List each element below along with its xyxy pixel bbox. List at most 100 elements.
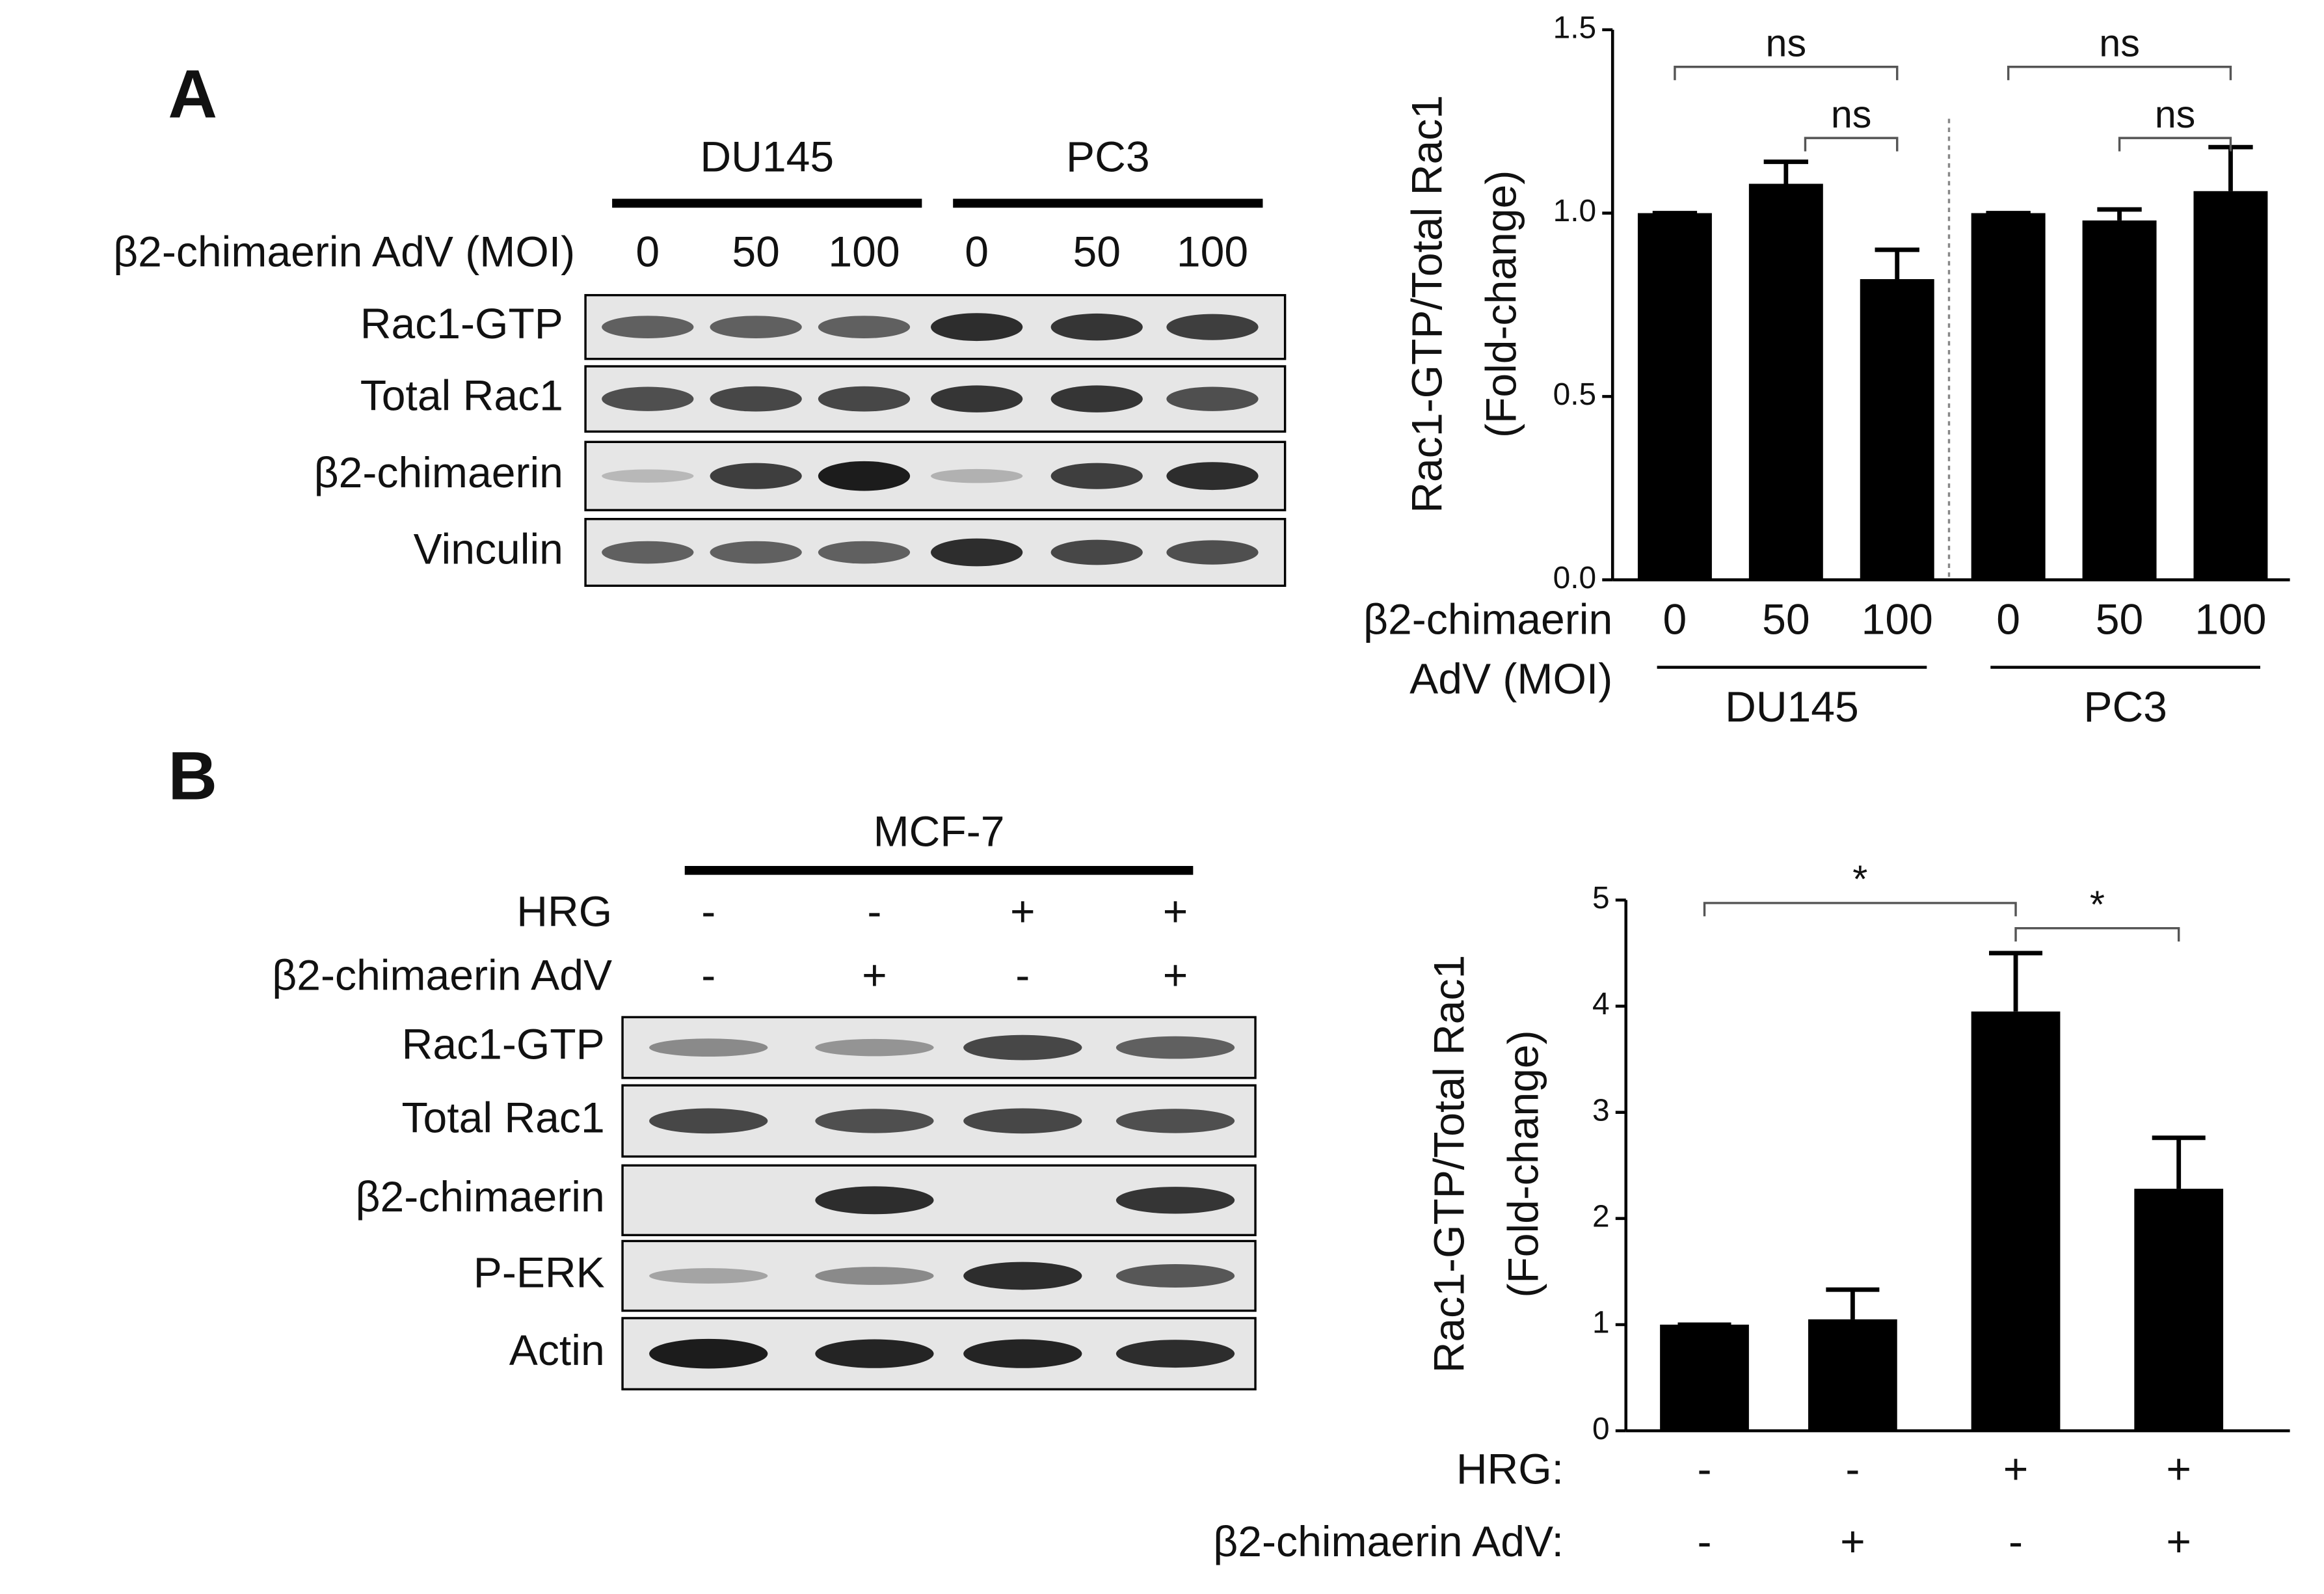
condition-value: + bbox=[1163, 952, 1188, 1000]
band bbox=[815, 1038, 934, 1057]
y-axis-label: Rac1-GTP/Total Rac1 bbox=[1403, 95, 1451, 513]
error-bar bbox=[1826, 1287, 1880, 1319]
band bbox=[1115, 1036, 1235, 1059]
significance-label: * bbox=[2090, 882, 2105, 926]
y-tick-label: 2 bbox=[1592, 1199, 1610, 1234]
significance-label: ns bbox=[2099, 21, 2140, 64]
band bbox=[602, 316, 694, 338]
y-tick-label: 0.0 bbox=[1553, 561, 1597, 595]
band bbox=[1166, 386, 1259, 411]
bar bbox=[1808, 1319, 1897, 1431]
condition-value: + bbox=[862, 952, 887, 1000]
bar bbox=[1971, 1011, 2061, 1431]
band bbox=[710, 316, 802, 338]
error-bar bbox=[1763, 159, 1809, 184]
band-label: Vinculin bbox=[414, 525, 563, 573]
band bbox=[602, 386, 694, 411]
panel-label: A bbox=[168, 57, 217, 133]
band bbox=[1115, 1187, 1235, 1214]
band-label: Rac1-GTP bbox=[402, 1021, 605, 1069]
band-label: P-ERK bbox=[474, 1249, 605, 1297]
band bbox=[602, 541, 694, 564]
condition-value: + bbox=[1163, 888, 1188, 936]
band bbox=[963, 1034, 1082, 1060]
band bbox=[815, 1339, 934, 1368]
y-axis-label: (Fold-change) bbox=[1500, 1030, 1548, 1297]
condition-value: - bbox=[1845, 1445, 1860, 1493]
y-tick-label: 3 bbox=[1592, 1093, 1610, 1128]
significance-bracket bbox=[1703, 902, 2017, 917]
band bbox=[1050, 313, 1143, 341]
band bbox=[602, 469, 694, 483]
band bbox=[931, 468, 1023, 483]
band bbox=[818, 461, 911, 491]
band bbox=[1050, 463, 1143, 489]
significance-label: ns bbox=[2155, 92, 2196, 136]
condition-value: 100 bbox=[1177, 228, 1248, 277]
band-label: β2-chimaerin bbox=[355, 1173, 604, 1221]
condition-value: + bbox=[1010, 888, 1035, 936]
bar bbox=[1971, 213, 2046, 580]
band bbox=[1115, 1340, 1235, 1368]
band bbox=[649, 1268, 768, 1284]
group-label: PC3 bbox=[1066, 133, 1150, 182]
condition-value: - bbox=[701, 888, 715, 936]
group-label: DU145 bbox=[1725, 683, 1859, 731]
y-tick-label: 5 bbox=[1592, 881, 1610, 915]
condition-label: HRG bbox=[516, 888, 612, 936]
band-label: Rac1-GTP bbox=[360, 300, 563, 348]
bar bbox=[2134, 1189, 2224, 1431]
y-tick-label: 4 bbox=[1592, 987, 1610, 1021]
band-label: Total Rac1 bbox=[402, 1094, 605, 1142]
band bbox=[931, 385, 1023, 412]
x-axis-label: β2-chimaerin bbox=[1363, 596, 1612, 644]
condition-value: - bbox=[1015, 952, 1030, 1000]
x-tick-label: 0 bbox=[1996, 596, 2020, 644]
band bbox=[649, 1108, 768, 1134]
band bbox=[818, 386, 911, 412]
x-tick-label: 0 bbox=[1663, 596, 1687, 644]
bar bbox=[1660, 1324, 1749, 1431]
y-tick-label: 0.5 bbox=[1553, 377, 1597, 412]
condition-value: - bbox=[1697, 1445, 1711, 1493]
condition-value: 100 bbox=[828, 228, 900, 277]
condition-value: - bbox=[867, 888, 881, 936]
band bbox=[931, 538, 1023, 567]
condition-value: - bbox=[701, 952, 715, 1000]
x-tick-label: 100 bbox=[1862, 596, 1933, 644]
y-tick-label: 0 bbox=[1592, 1412, 1610, 1446]
condition-value: + bbox=[1840, 1518, 1865, 1566]
band bbox=[815, 1267, 934, 1285]
band bbox=[815, 1109, 934, 1133]
y-tick-label: 1.0 bbox=[1553, 194, 1597, 228]
error-bar bbox=[1875, 247, 1919, 280]
band bbox=[963, 1108, 1082, 1134]
condition-label: β2-chimaerin AdV (MOI) bbox=[113, 228, 575, 277]
band bbox=[818, 541, 911, 564]
condition-value: + bbox=[2003, 1445, 2029, 1493]
band-label: Actin bbox=[509, 1327, 605, 1375]
band bbox=[1166, 540, 1259, 565]
significance-bracket bbox=[1674, 66, 1899, 81]
condition-value: + bbox=[2166, 1518, 2191, 1566]
significance-label: ns bbox=[1831, 92, 1872, 136]
x-tick-label: 50 bbox=[1762, 596, 1810, 644]
band bbox=[963, 1262, 1082, 1290]
significance-bracket bbox=[1804, 137, 1899, 152]
band bbox=[1115, 1109, 1235, 1133]
group-label: MCF-7 bbox=[874, 808, 1005, 856]
bar bbox=[2193, 191, 2268, 580]
band bbox=[710, 463, 802, 489]
band bbox=[710, 386, 802, 412]
bar bbox=[1637, 213, 1712, 580]
y-axis-label: (Fold-change) bbox=[1477, 170, 1525, 438]
bar bbox=[1860, 279, 1934, 580]
band bbox=[1050, 539, 1143, 565]
panel-label: B bbox=[168, 738, 217, 815]
bar bbox=[1748, 183, 1823, 580]
band bbox=[1166, 462, 1259, 491]
band bbox=[649, 1038, 768, 1057]
y-tick-label: 1 bbox=[1592, 1306, 1610, 1340]
significance-bracket bbox=[2014, 926, 2180, 942]
